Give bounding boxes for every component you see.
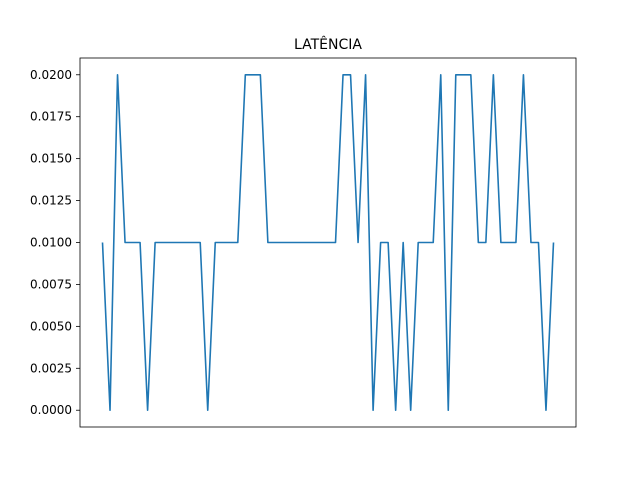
y-tick-label: 0.0175 <box>30 110 72 124</box>
y-tick-label: 0.0025 <box>30 361 72 375</box>
y-tick-label: 0.0200 <box>30 68 72 82</box>
chart-title: LATÊNCIA <box>294 35 362 53</box>
y-tick-label: 0.0050 <box>30 319 72 333</box>
y-tick-label: 0.0150 <box>30 152 72 166</box>
y-axis-ticks: 0.0000 0.0025 0.0050 0.0075 0.0100 0.0125 0.01… <box>30 68 80 417</box>
y-tick-label: 0.0125 <box>30 194 72 208</box>
plot-area <box>101 73 555 412</box>
y-tick-label: 0.0075 <box>30 277 72 291</box>
axes-frame <box>79 57 577 428</box>
y-tick-label: 0.0100 <box>30 236 72 250</box>
series-line <box>101 73 555 412</box>
y-tick-label: 0.0000 <box>30 403 72 417</box>
